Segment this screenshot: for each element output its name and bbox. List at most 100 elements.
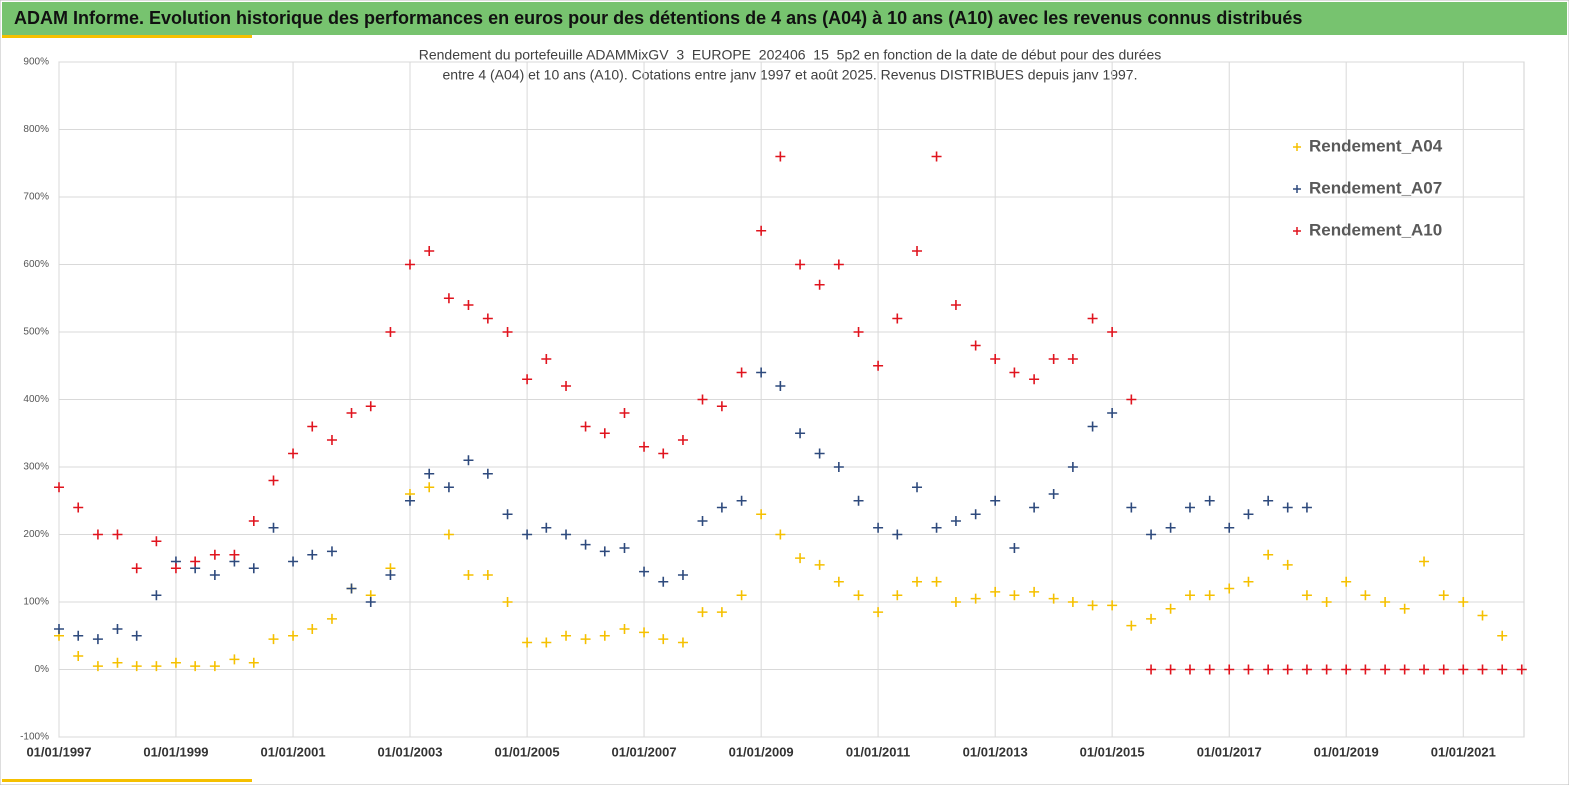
point [1224, 583, 1235, 594]
point [1067, 462, 1078, 472]
point [1419, 556, 1430, 567]
point [775, 529, 786, 540]
point [190, 661, 201, 672]
point [112, 624, 123, 634]
point [736, 495, 747, 506]
point [1048, 593, 1059, 604]
point [1146, 613, 1157, 624]
point [268, 475, 279, 486]
point [619, 543, 630, 553]
point [404, 259, 415, 270]
point [1087, 313, 1098, 324]
point [209, 570, 220, 580]
point [950, 300, 961, 310]
point [1360, 664, 1371, 675]
point [1107, 408, 1118, 418]
y-tick-label: 700% [23, 192, 49, 203]
y-tick-label: 500% [23, 327, 49, 338]
point [1321, 664, 1332, 675]
point [307, 624, 318, 634]
point [190, 556, 201, 567]
point [1477, 664, 1488, 675]
x-tick-label: 01/01/2019 [1314, 744, 1379, 759]
point [970, 340, 981, 351]
point [775, 151, 786, 162]
point [1048, 354, 1059, 364]
point [970, 509, 981, 520]
point [697, 394, 708, 405]
y-tick-label: 900% [23, 57, 49, 68]
point [424, 482, 435, 493]
point [443, 482, 454, 493]
x-tick-label: 01/01/2009 [729, 744, 794, 759]
y-tick-label: -100% [20, 732, 49, 743]
point [775, 381, 786, 391]
point [1321, 597, 1332, 607]
point [873, 522, 884, 533]
point [1029, 374, 1040, 385]
point [1282, 502, 1293, 513]
legend-label: Rendement_A10 [1309, 220, 1442, 239]
point [1107, 327, 1118, 337]
point [1126, 620, 1137, 631]
point [288, 630, 299, 641]
y-tick-label: 600% [23, 259, 49, 270]
point [92, 529, 103, 540]
point [795, 259, 806, 270]
point [1380, 664, 1391, 675]
point [1438, 664, 1449, 675]
point [561, 381, 572, 391]
point [112, 657, 123, 668]
point [892, 313, 903, 324]
point [912, 246, 923, 256]
point [931, 576, 942, 587]
point [248, 657, 259, 668]
point [677, 637, 688, 648]
y-tick-label: 400% [23, 394, 49, 405]
point [1107, 600, 1118, 611]
point [1087, 600, 1098, 611]
point [1048, 489, 1059, 499]
point [1399, 603, 1410, 614]
point [1204, 664, 1215, 675]
point [892, 590, 903, 601]
point [1301, 664, 1312, 675]
point [541, 637, 552, 648]
legend-label: Rendement_A04 [1309, 136, 1443, 155]
x-tick-label: 01/01/1997 [26, 744, 91, 759]
point [463, 455, 474, 466]
point [892, 529, 903, 540]
point [131, 630, 142, 641]
point [814, 279, 825, 290]
point [1029, 586, 1040, 597]
point [541, 522, 552, 533]
point [463, 570, 474, 580]
point [1263, 664, 1274, 675]
y-tick-label: 200% [23, 529, 49, 540]
x-tick-label: 01/01/2007 [611, 744, 676, 759]
point [307, 421, 318, 432]
point [1243, 664, 1254, 675]
point [833, 462, 844, 472]
point [346, 408, 357, 418]
point [1282, 559, 1293, 570]
point [639, 441, 650, 452]
point [73, 630, 84, 641]
point [482, 570, 493, 580]
point [1243, 576, 1254, 587]
point [833, 576, 844, 587]
x-tick-label: 01/01/2015 [1080, 744, 1145, 759]
point [1126, 394, 1137, 405]
point [1204, 495, 1215, 506]
point [1497, 630, 1508, 641]
point [131, 563, 142, 574]
point [1165, 522, 1176, 533]
point [756, 509, 767, 520]
point [1263, 549, 1274, 560]
point [677, 435, 688, 445]
point [463, 300, 474, 310]
point [853, 590, 864, 601]
point [756, 225, 767, 236]
point [1029, 502, 1040, 513]
